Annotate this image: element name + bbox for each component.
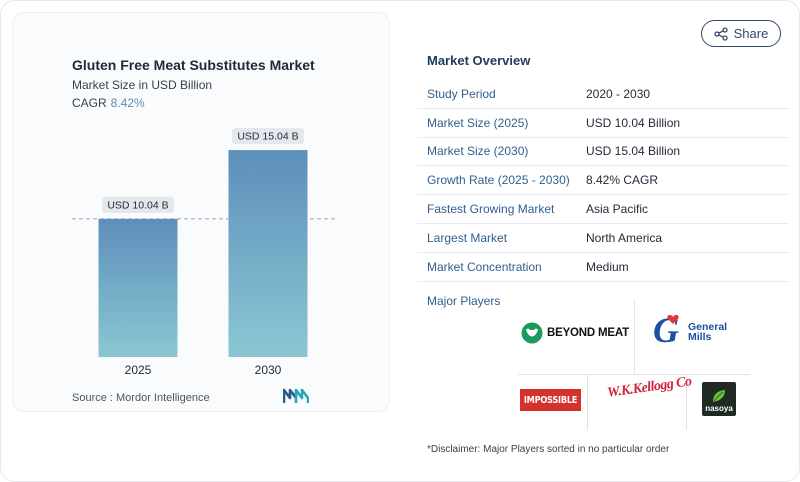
overview-row: Fastest Growing Market Asia Pacific bbox=[417, 195, 789, 224]
overview-row: Market Concentration Medium bbox=[417, 253, 789, 282]
share-button[interactable]: Share bbox=[701, 20, 781, 47]
beyond-meat-text: BEYOND MEAT bbox=[547, 327, 629, 339]
grid-divider bbox=[587, 374, 588, 430]
row-value: 8.42% CAGR bbox=[586, 173, 659, 188]
beyond-meat-logo: BEYOND MEAT bbox=[521, 322, 629, 344]
row-key: Fastest Growing Market bbox=[427, 202, 555, 217]
row-value: 2020 - 2030 bbox=[586, 86, 651, 101]
mordor-logo-icon bbox=[283, 388, 309, 403]
data-label: USD 15.04 B bbox=[237, 131, 298, 143]
chart-cagr: CAGR 8.42% bbox=[72, 96, 145, 110]
cagr-label: CAGR bbox=[72, 96, 107, 110]
row-value: USD 15.04 Billion bbox=[586, 144, 681, 159]
overview-row: Largest Market North America bbox=[417, 224, 789, 253]
heart-icon bbox=[667, 315, 679, 324]
general-mills-text-1: General bbox=[688, 320, 728, 333]
disclaimer: *Disclaimer: Major Players sorted in no … bbox=[427, 444, 670, 455]
row-value: Asia Pacific bbox=[586, 202, 649, 217]
row-value: Medium bbox=[586, 259, 629, 274]
chart-title: Gluten Free Meat Substitutes Market bbox=[72, 57, 315, 73]
row-key: Study Period bbox=[427, 86, 496, 101]
row-key: Market Concentration bbox=[427, 259, 542, 274]
impossible-text: IMPOSSIBLE bbox=[523, 394, 578, 406]
cagr-value: 8.42% bbox=[110, 96, 145, 110]
general-mills-logo: G General Mills bbox=[653, 312, 728, 348]
overview-row: Growth Rate (2025 - 2030) 8.42% CAGR bbox=[417, 166, 789, 196]
share-label: Share bbox=[733, 26, 769, 41]
grid-divider bbox=[518, 374, 750, 375]
chart-card bbox=[12, 12, 390, 412]
row-key: Growth Rate (2025 - 2030) bbox=[427, 173, 570, 188]
nasoya-logo: nasoya bbox=[702, 382, 736, 416]
beyond-meat-bull-icon bbox=[521, 322, 543, 344]
data-label-bg bbox=[232, 128, 304, 145]
grid-divider bbox=[634, 299, 635, 375]
bar-2030 bbox=[228, 150, 308, 357]
row-key: Market Size (2030) bbox=[427, 144, 529, 159]
source-text: Source : Mordor Intelligence bbox=[72, 392, 210, 404]
bar-2025 bbox=[98, 218, 178, 357]
impossible-logo: IMPOSSIBLE bbox=[520, 389, 581, 411]
data-label: USD 10.04 B bbox=[107, 199, 168, 211]
grid-divider bbox=[686, 374, 687, 430]
leaf-icon bbox=[713, 390, 725, 402]
overview-table: Study Period 2020 - 2030 Market Size (202… bbox=[417, 80, 789, 282]
bar-chart: USD 10.04 B 2025 USD 15.04 B 2030 bbox=[72, 128, 338, 377]
chart-subtitle: Market Size in USD Billion bbox=[72, 78, 213, 92]
overview-row: Market Size (2030) USD 15.04 Billion bbox=[417, 138, 789, 167]
overview-row: Study Period 2020 - 2030 bbox=[417, 80, 789, 109]
major-players-title: Major Players bbox=[427, 294, 501, 308]
row-key: Market Size (2025) bbox=[427, 115, 529, 130]
data-label-bg bbox=[102, 196, 174, 213]
overview-row: Market Size (2025) USD 10.04 Billion bbox=[417, 109, 789, 138]
row-key: Largest Market bbox=[427, 230, 508, 245]
category-label: 2025 bbox=[125, 363, 152, 377]
overview-title: Market Overview bbox=[427, 53, 531, 68]
row-value: USD 10.04 Billion bbox=[586, 115, 681, 130]
general-mills-g-icon: G bbox=[653, 312, 685, 348]
general-mills-text-2: Mills bbox=[688, 331, 712, 343]
row-value: North America bbox=[586, 230, 663, 245]
nasoya-text: nasoya bbox=[705, 404, 733, 413]
share-icon bbox=[713, 26, 728, 41]
category-label: 2030 bbox=[255, 363, 282, 377]
